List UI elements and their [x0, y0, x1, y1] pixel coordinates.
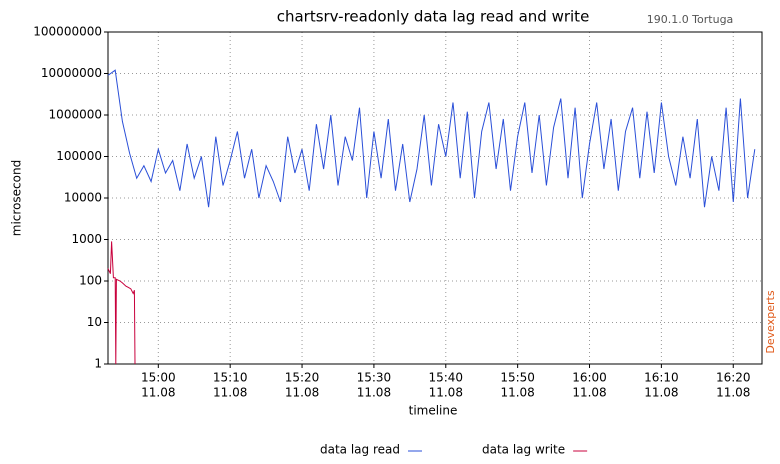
x-tick-label: 11.08	[572, 386, 606, 400]
x-tick-label: 15:00	[141, 371, 176, 385]
x-tick-label: 11.08	[429, 386, 463, 400]
y-tick-label: 1000000	[49, 108, 102, 122]
legend-label: data lag write	[482, 443, 565, 457]
series-line	[107, 241, 136, 365]
y-tick-label: 10000	[64, 191, 102, 205]
legend-label: data lag read	[320, 443, 400, 457]
x-tick-label: 11.08	[285, 386, 319, 400]
y-tick-label: 100000000	[33, 25, 102, 39]
x-tick-label: 11.08	[716, 386, 750, 400]
y-tick-label: 100	[79, 274, 102, 288]
x-tick-label: 15:20	[285, 371, 320, 385]
x-tick-label: 11.08	[500, 386, 534, 400]
x-tick-label: 11.08	[644, 386, 678, 400]
x-tick-label: 15:50	[500, 371, 535, 385]
x-tick-label: 11.08	[213, 386, 247, 400]
series-line	[107, 69, 756, 208]
x-tick-label: 16:10	[644, 371, 679, 385]
x-tick-label: 15:30	[357, 371, 392, 385]
x-tick-label: 16:00	[572, 371, 607, 385]
x-tick-label: 15:10	[213, 371, 248, 385]
y-tick-label: 1000	[71, 232, 102, 246]
x-tick-label: 15:40	[428, 371, 463, 385]
plot-frame	[107, 31, 763, 365]
x-tick-label: 11.08	[357, 386, 391, 400]
chart-title: chartsrv-readonly data lag read and writ…	[277, 8, 590, 26]
y-tick-label: 1	[94, 357, 102, 371]
y-tick-label: 100000	[56, 149, 102, 163]
y-tick-label: 10	[87, 315, 102, 329]
y-tick-label: 10000000	[41, 66, 102, 80]
y-axis-label: microsecond	[10, 160, 24, 236]
watermark: Devexperts	[764, 290, 777, 353]
subtitle: 190.1.0 Tortuga	[647, 13, 734, 26]
x-tick-label: 11.08	[141, 386, 175, 400]
plot-area	[108, 32, 762, 364]
x-axis-label: timeline	[409, 404, 458, 418]
x-tick-label: 16:20	[716, 371, 751, 385]
